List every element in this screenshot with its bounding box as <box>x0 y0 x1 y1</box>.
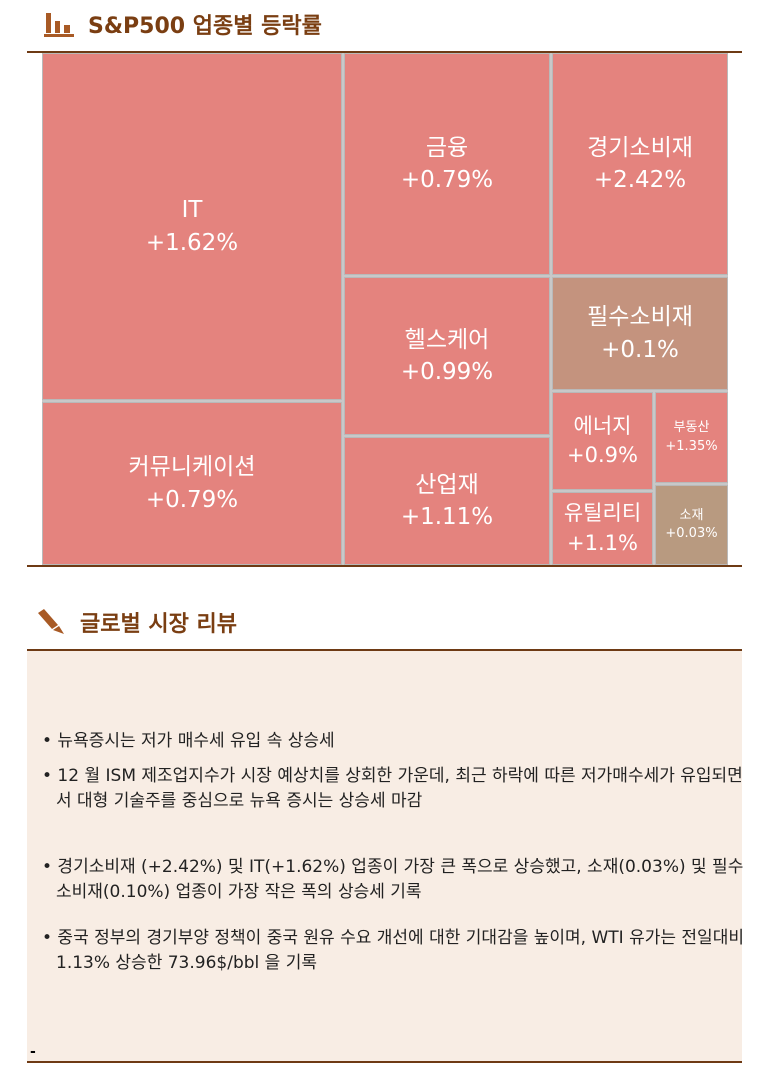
tile-value: +1.1% <box>567 530 638 555</box>
section-title-review: 글로벌 시장 리뷰 <box>36 606 237 638</box>
divider <box>27 565 742 567</box>
tile-value: +1.35% <box>665 438 718 454</box>
tile-consumer-discretionary: 경기소비재 +2.42% <box>552 53 728 275</box>
tile-label: 커뮤니케이션 <box>128 454 256 481</box>
tile-value: +1.11% <box>400 504 494 530</box>
section-title-text: S&P500 업종별 등락률 <box>88 14 322 39</box>
tile-label: IT <box>181 197 203 224</box>
tile-value: +1.62% <box>145 229 239 256</box>
section-title-sp500: S&P500 업종별 등락률 <box>44 8 322 40</box>
tile-value: +0.1% <box>601 336 679 363</box>
tile-label: 소재 <box>679 507 704 523</box>
tile-label: 유틸리티 <box>563 501 642 526</box>
tile-utilities: 유틸리티 +1.1% <box>552 492 653 565</box>
tile-value: +0.9% <box>567 443 638 467</box>
tile-real-estate: 부동산 +1.35% <box>655 392 728 483</box>
bullet-item: • 중국 정부의 경기부양 정책이 중국 원유 수요 개선에 대한 기대감을 높… <box>42 928 744 973</box>
divider <box>27 1061 742 1063</box>
tile-label: 필수소비재 <box>587 304 693 331</box>
tile-value: +0.79% <box>145 486 239 513</box>
footer-mark: - <box>30 1044 36 1060</box>
bullet-item: • 경기소비재 (+2.42%) 및 IT(+1.62%) 업종이 가장 큰 폭… <box>42 857 744 902</box>
review-panel <box>27 651 742 1062</box>
pen-icon <box>38 609 64 634</box>
bar-chart-icon <box>44 13 74 37</box>
tile-value: +0.79% <box>400 167 494 193</box>
tile-label: 경기소비재 <box>587 134 693 161</box>
tile-communication: 커뮤니케이션 +0.79% <box>42 402 342 565</box>
tile-it: IT +1.62% <box>42 53 342 400</box>
tile-value: +2.42% <box>593 167 687 193</box>
section-title-text: 글로벌 시장 리뷰 <box>80 612 237 637</box>
sector-treemap: IT +1.62% 커뮤니케이션 +0.79% 금융 +0.79% 경기소비재 +2.4… <box>42 53 728 565</box>
tile-healthcare: 헬스케어 +0.99% <box>344 277 550 435</box>
divider <box>27 51 742 53</box>
tile-value: +0.03% <box>665 526 718 541</box>
bullet-item: • 12 월 ISM 제조업지수가 시장 예상치를 상회한 가운데, 최근 하락… <box>42 766 743 811</box>
tile-industrials: 산업재 +1.11% <box>344 437 550 565</box>
bullet-item: • 뉴욕증시는 저가 매수세 유입 속 상승세 <box>42 731 335 751</box>
tile-energy: 에너지 +0.9% <box>552 392 653 490</box>
tile-label: 산업재 <box>415 471 479 498</box>
tile-label: 헬스케어 <box>404 326 490 353</box>
tile-label: 에너지 <box>573 413 632 438</box>
tile-materials: 소재 +0.03% <box>655 485 728 565</box>
tile-consumer-staples: 필수소비재 +0.1% <box>552 277 728 390</box>
tile-label: 부동산 <box>673 420 710 436</box>
tile-financials: 금융 +0.79% <box>344 53 550 275</box>
divider <box>27 649 742 651</box>
tile-value: +0.99% <box>400 359 494 385</box>
tile-label: 금융 <box>425 134 469 161</box>
